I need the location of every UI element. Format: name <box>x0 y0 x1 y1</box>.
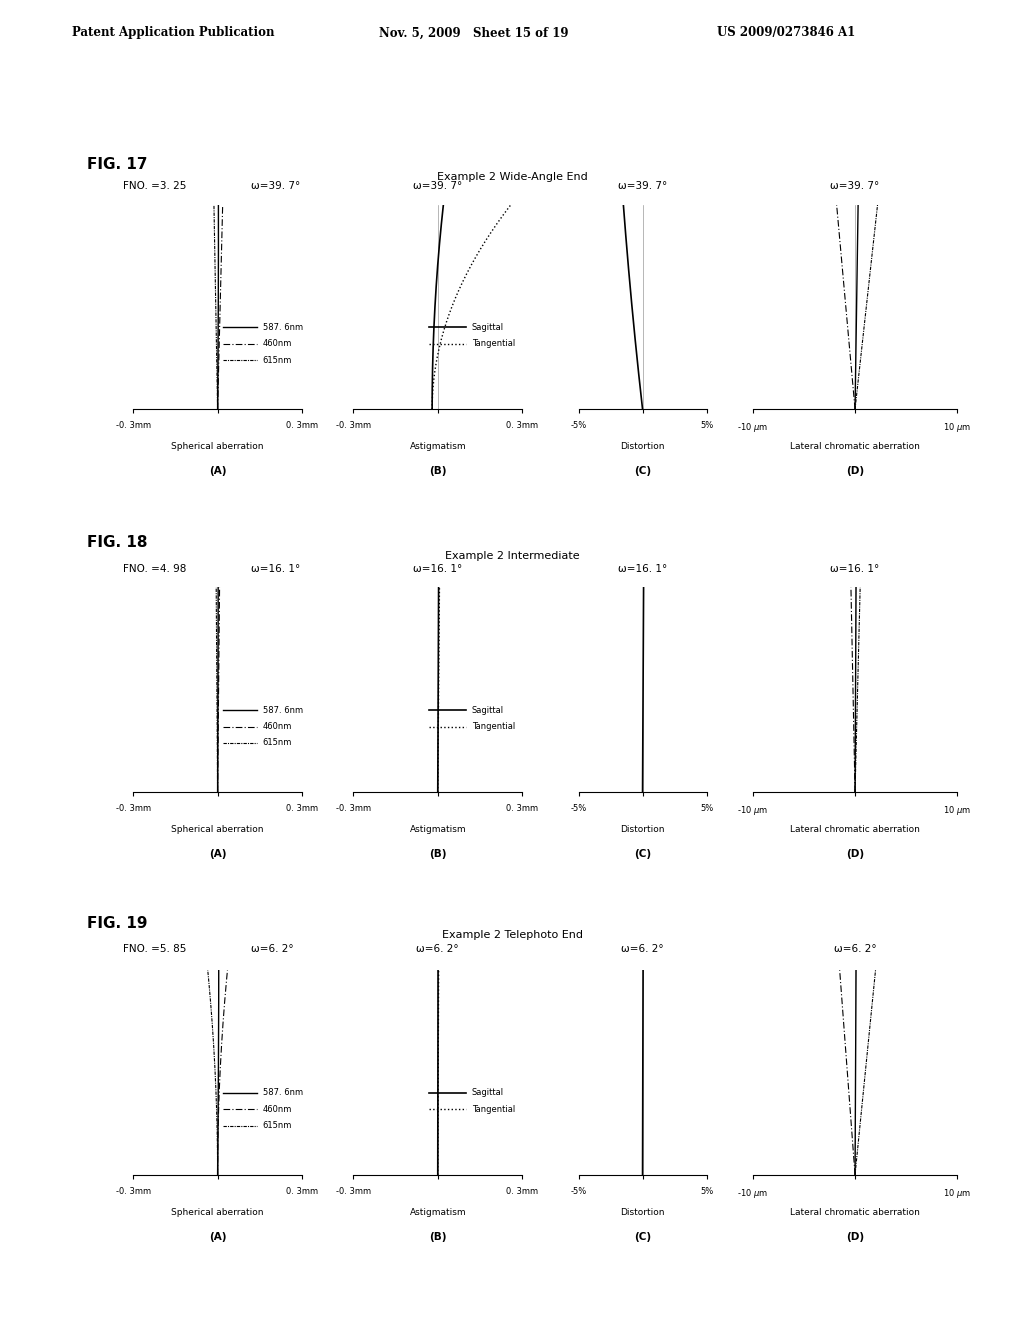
Text: 10 $\mu$m: 10 $\mu$m <box>943 1187 972 1200</box>
Text: ω=16. 1°: ω=16. 1° <box>413 564 463 574</box>
Text: (A): (A) <box>209 466 226 477</box>
Text: Patent Application Publication: Patent Application Publication <box>72 26 274 40</box>
Text: Tangential: Tangential <box>471 339 515 348</box>
Text: -0. 3mm: -0. 3mm <box>336 421 371 430</box>
Text: (D): (D) <box>846 1232 864 1242</box>
Text: ω=39. 7°: ω=39. 7° <box>413 181 463 191</box>
Text: -0. 3mm: -0. 3mm <box>116 1187 151 1196</box>
Text: FIG. 17: FIG. 17 <box>87 157 147 172</box>
Text: Sagittal: Sagittal <box>471 706 504 714</box>
Text: US 2009/0273846 A1: US 2009/0273846 A1 <box>717 26 855 40</box>
Text: (B): (B) <box>429 1232 446 1242</box>
Text: -5%: -5% <box>570 1187 587 1196</box>
Text: Distortion: Distortion <box>621 1208 665 1217</box>
Text: -10 $\mu$m: -10 $\mu$m <box>737 1187 768 1200</box>
Text: Astigmatism: Astigmatism <box>410 825 466 834</box>
Text: FNO. =5. 85: FNO. =5. 85 <box>123 944 186 954</box>
Text: Distortion: Distortion <box>621 442 665 451</box>
Text: Sagittal: Sagittal <box>471 1089 504 1097</box>
Text: (B): (B) <box>429 466 446 477</box>
Text: Sagittal: Sagittal <box>471 323 504 331</box>
Text: FIG. 18: FIG. 18 <box>87 536 147 550</box>
Text: 587. 6nm: 587. 6nm <box>263 1089 303 1097</box>
Text: Distortion: Distortion <box>621 825 665 834</box>
Text: ω=39. 7°: ω=39. 7° <box>830 181 880 191</box>
Text: FNO. =4. 98: FNO. =4. 98 <box>123 564 186 574</box>
Text: Example 2 Telephoto End: Example 2 Telephoto End <box>441 929 583 940</box>
Text: (A): (A) <box>209 849 226 859</box>
Text: Example 2 Intermediate: Example 2 Intermediate <box>444 550 580 561</box>
Text: ω=39. 7°: ω=39. 7° <box>617 181 668 191</box>
Text: ω=16. 1°: ω=16. 1° <box>830 564 880 574</box>
Text: 0. 3mm: 0. 3mm <box>286 421 318 430</box>
Text: Tangential: Tangential <box>471 722 515 731</box>
Text: Astigmatism: Astigmatism <box>410 442 466 451</box>
Text: Astigmatism: Astigmatism <box>410 1208 466 1217</box>
Text: 5%: 5% <box>700 804 713 813</box>
Text: 615nm: 615nm <box>263 355 292 364</box>
Text: (A): (A) <box>209 1232 226 1242</box>
Text: 0. 3mm: 0. 3mm <box>506 804 539 813</box>
Text: -10 $\mu$m: -10 $\mu$m <box>737 804 768 817</box>
Text: 0. 3mm: 0. 3mm <box>286 1187 318 1196</box>
Text: 587. 6nm: 587. 6nm <box>263 706 303 714</box>
Text: FIG. 19: FIG. 19 <box>87 916 147 931</box>
Text: Tangential: Tangential <box>471 1105 515 1114</box>
Text: ω=6. 2°: ω=6. 2° <box>622 944 664 954</box>
Text: 0. 3mm: 0. 3mm <box>286 804 318 813</box>
Text: -0. 3mm: -0. 3mm <box>336 1187 371 1196</box>
Text: (C): (C) <box>634 849 651 859</box>
Text: -5%: -5% <box>570 804 587 813</box>
Text: 615nm: 615nm <box>263 738 292 747</box>
Text: (C): (C) <box>634 466 651 477</box>
Text: Spherical aberration: Spherical aberration <box>171 1208 264 1217</box>
Text: (B): (B) <box>429 849 446 859</box>
Text: Lateral chromatic aberration: Lateral chromatic aberration <box>791 1208 920 1217</box>
Text: 615nm: 615nm <box>263 1121 292 1130</box>
Text: -0. 3mm: -0. 3mm <box>336 804 371 813</box>
Text: (C): (C) <box>634 1232 651 1242</box>
Text: ω=6. 2°: ω=6. 2° <box>834 944 877 954</box>
Text: 587. 6nm: 587. 6nm <box>263 323 303 331</box>
Text: Spherical aberration: Spherical aberration <box>171 442 264 451</box>
Text: 0. 3mm: 0. 3mm <box>506 1187 539 1196</box>
Text: 460nm: 460nm <box>263 722 292 731</box>
Text: 10 $\mu$m: 10 $\mu$m <box>943 421 972 434</box>
Text: 5%: 5% <box>700 1187 713 1196</box>
Text: Example 2 Wide-Angle End: Example 2 Wide-Angle End <box>436 172 588 182</box>
Text: (D): (D) <box>846 466 864 477</box>
Text: ω=39. 7°: ω=39. 7° <box>252 181 301 191</box>
Text: ω=6. 2°: ω=6. 2° <box>417 944 459 954</box>
Text: FNO. =3. 25: FNO. =3. 25 <box>123 181 186 191</box>
Text: ω=16. 1°: ω=16. 1° <box>617 564 668 574</box>
Text: Lateral chromatic aberration: Lateral chromatic aberration <box>791 442 920 451</box>
Text: 10 $\mu$m: 10 $\mu$m <box>943 804 972 817</box>
Text: -0. 3mm: -0. 3mm <box>116 421 151 430</box>
Text: 460nm: 460nm <box>263 1105 292 1114</box>
Text: Spherical aberration: Spherical aberration <box>171 825 264 834</box>
Text: -0. 3mm: -0. 3mm <box>116 804 151 813</box>
Text: 5%: 5% <box>700 421 713 430</box>
Text: Lateral chromatic aberration: Lateral chromatic aberration <box>791 825 920 834</box>
Text: ω=6. 2°: ω=6. 2° <box>252 944 294 954</box>
Text: ω=16. 1°: ω=16. 1° <box>252 564 301 574</box>
Text: -5%: -5% <box>570 421 587 430</box>
Text: -10 $\mu$m: -10 $\mu$m <box>737 421 768 434</box>
Text: 0. 3mm: 0. 3mm <box>506 421 539 430</box>
Text: Nov. 5, 2009   Sheet 15 of 19: Nov. 5, 2009 Sheet 15 of 19 <box>379 26 568 40</box>
Text: (D): (D) <box>846 849 864 859</box>
Text: 460nm: 460nm <box>263 339 292 348</box>
